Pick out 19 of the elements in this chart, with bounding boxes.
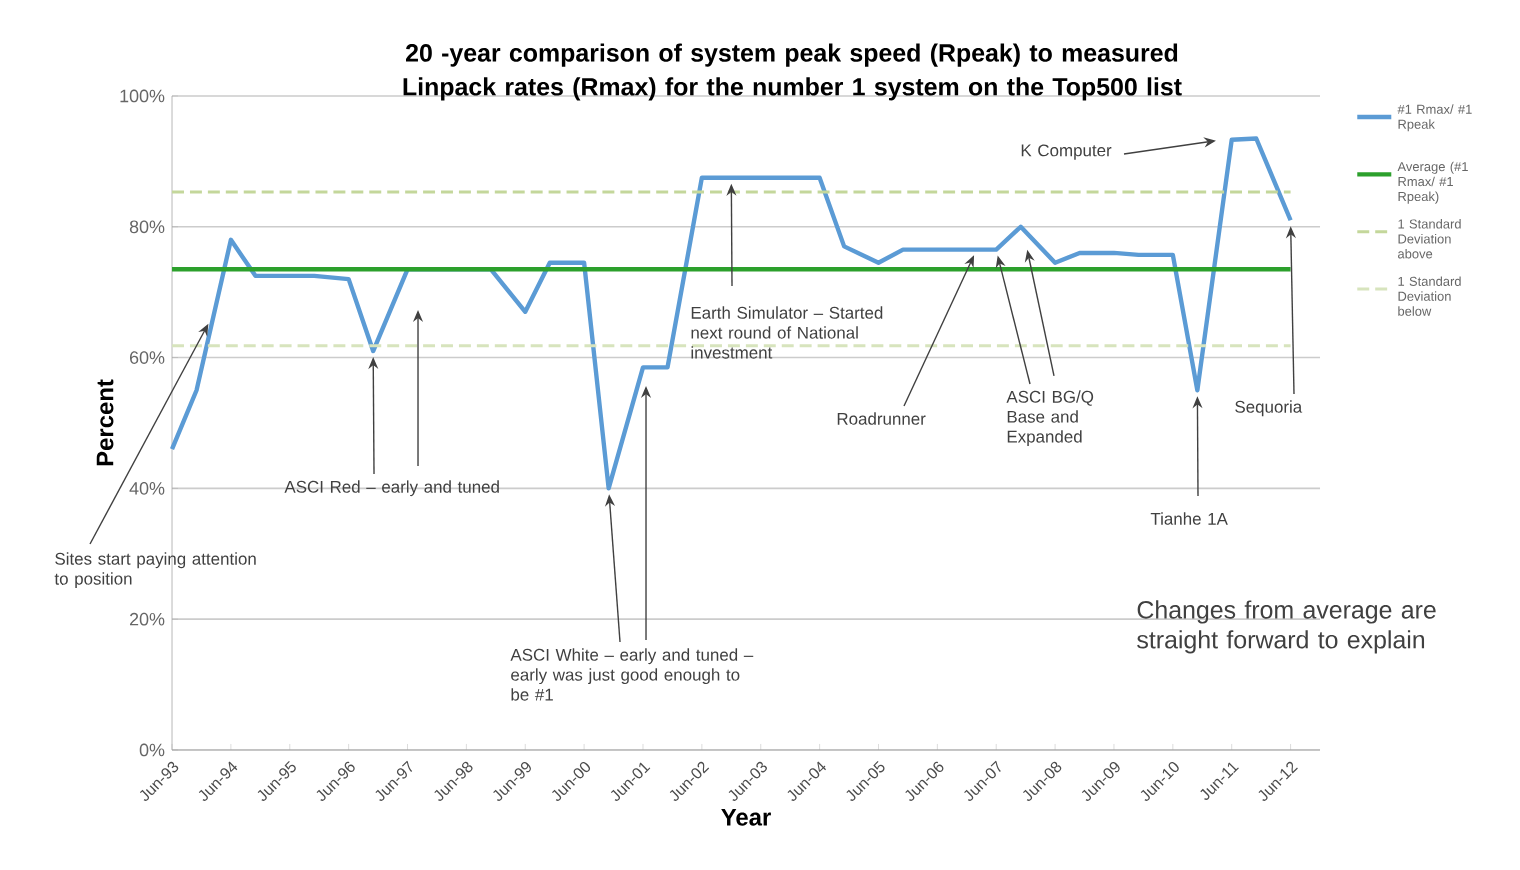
y-axis-title: Percent (96, 379, 114, 466)
annotation: Tianhe 1A (1150, 512, 1228, 525)
annotation: Roadrunner (837, 412, 926, 425)
annotation: Earth Simulator – Started next round of National investment (691, 306, 883, 359)
annotation: Sites start paying attention to position (54, 552, 256, 589)
annotation: ASCI BG/Q Base and Expanded (1006, 390, 1094, 446)
y-tick-label: 0% (139, 743, 165, 757)
chart-title: 20 -year comparison of system peak speed (Rpeak) to measured Linpack rates (Rmax) for the number 1 system on the Top500 list (403, 43, 1182, 101)
y-tick-label: 100% (120, 89, 165, 103)
y-tick-label: 20% (129, 612, 165, 626)
y-tick-label: 40% (129, 482, 165, 495)
annotation: Changes from average are straight forward to explain (1137, 600, 1436, 654)
annotation: K Computer (1021, 144, 1112, 160)
annotation: ASCI White – early and tuned – early was just good enough to be #1 (510, 648, 754, 701)
x-axis-title: Year (721, 809, 771, 826)
y-tick-label: 60% (129, 351, 165, 364)
y-tick-label: 80% (129, 220, 165, 234)
annotation: ASCI Red – early and tuned (284, 480, 499, 497)
annotation: Sequoria (1235, 400, 1303, 417)
